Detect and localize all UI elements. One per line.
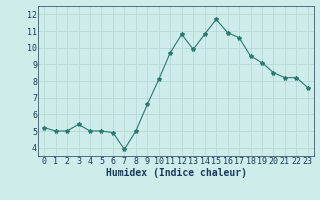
X-axis label: Humidex (Indice chaleur): Humidex (Indice chaleur) bbox=[106, 168, 246, 178]
